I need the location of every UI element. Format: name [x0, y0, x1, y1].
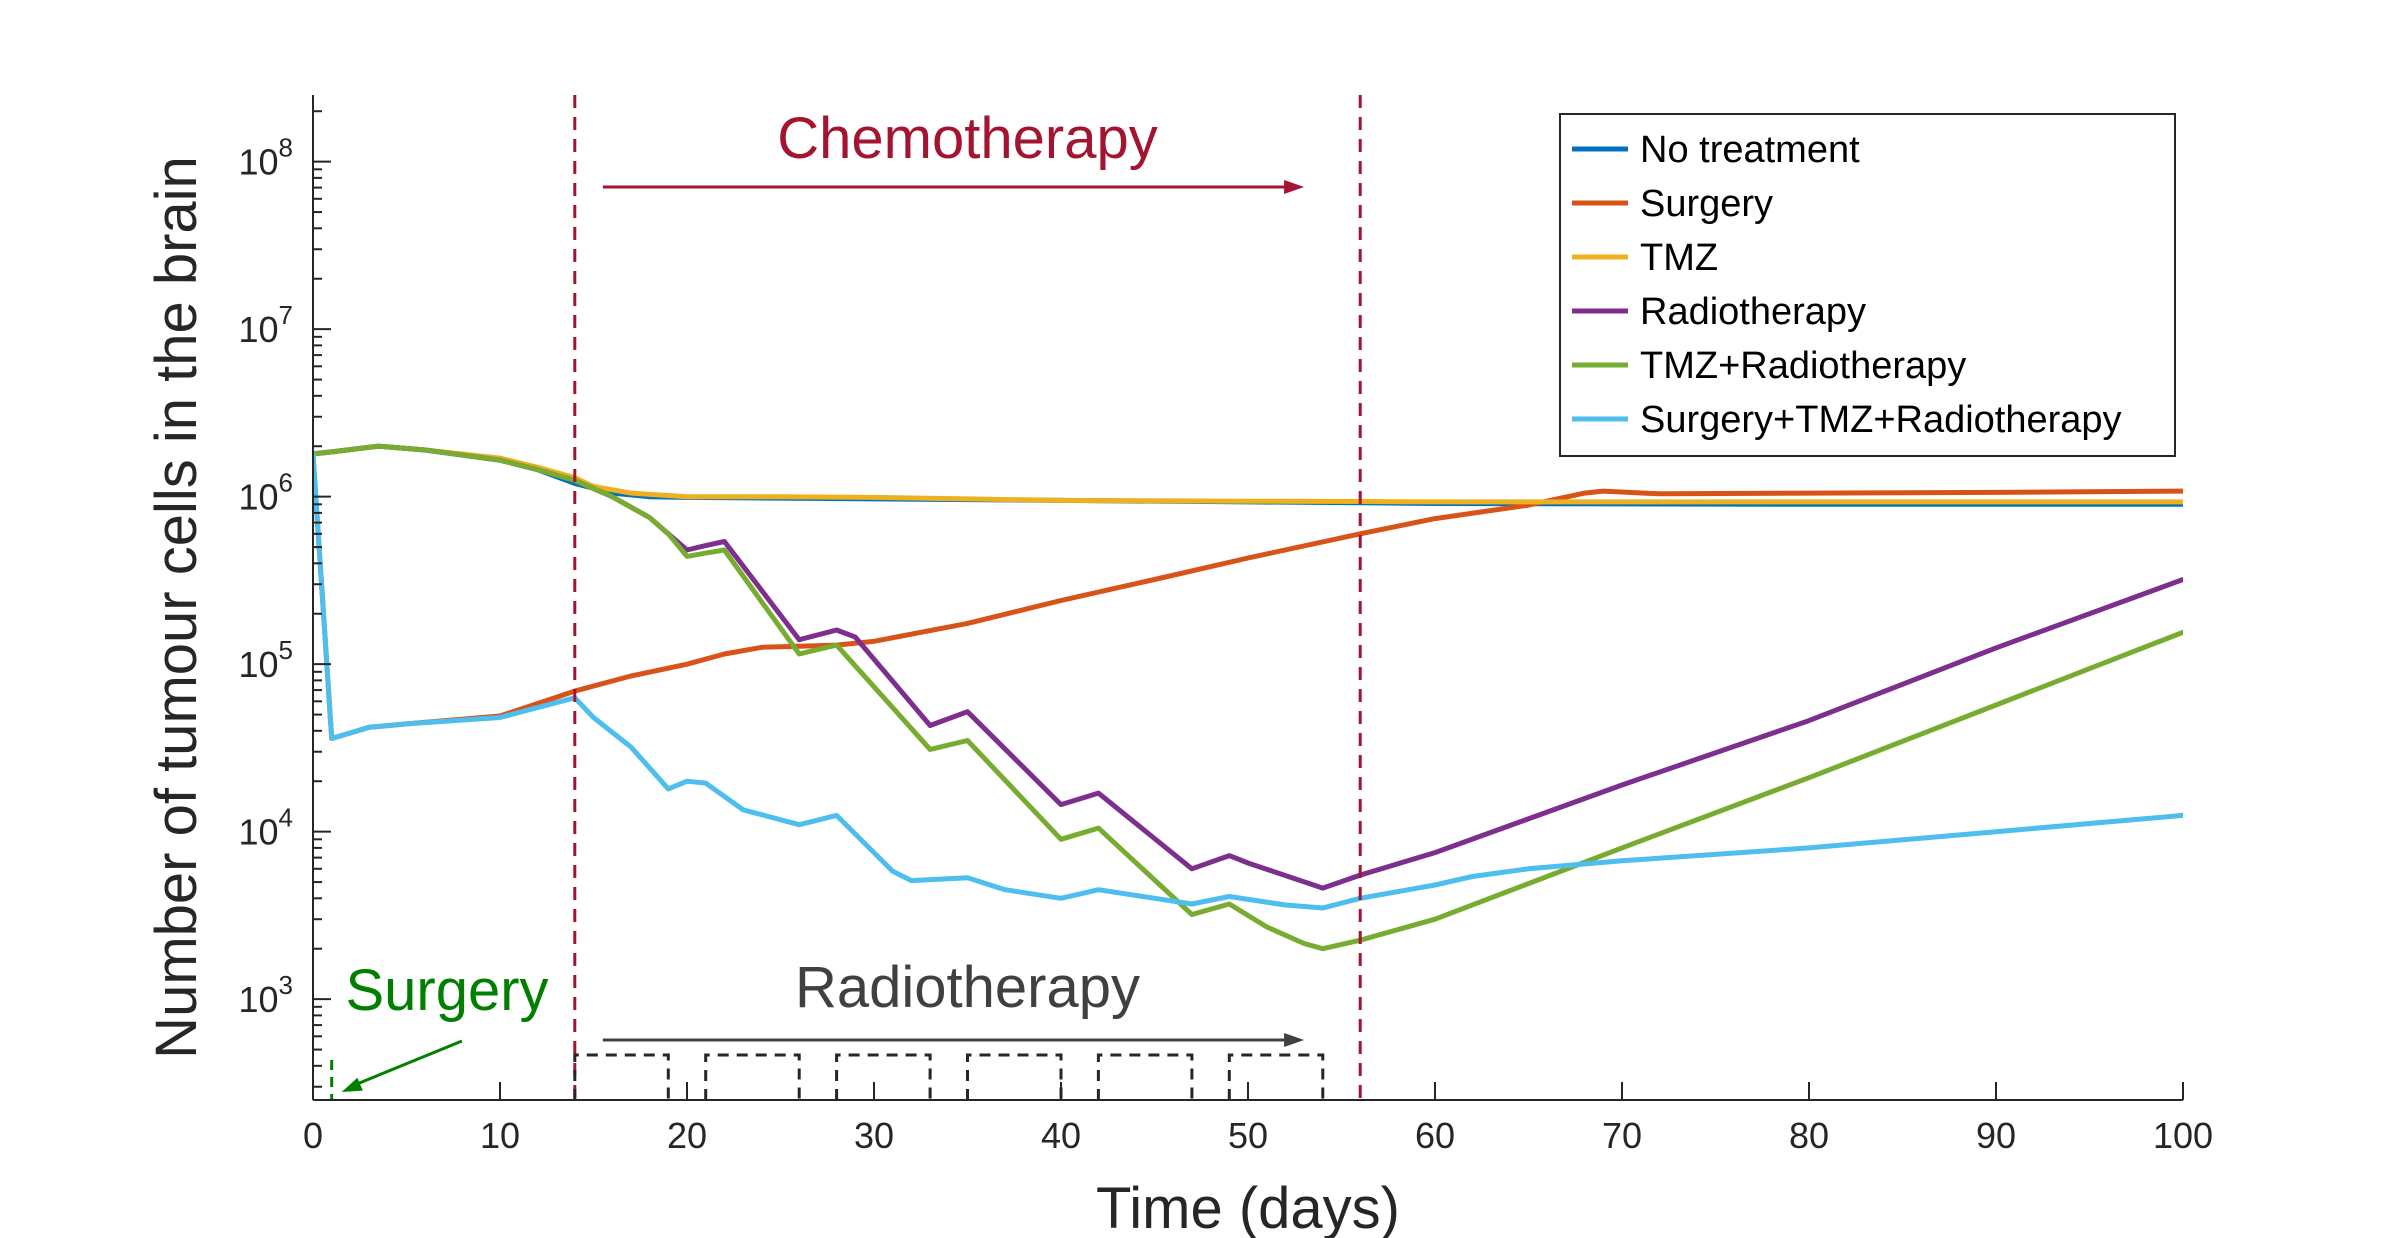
surgery-label: Surgery	[345, 958, 548, 1023]
chemotherapy-label: Chemotherapy	[777, 106, 1157, 171]
y-axis-label: Number of tumour cells in the brain	[144, 156, 209, 1059]
radiotherapy-pulse-4	[966, 1053, 1063, 1100]
legend: No treatment Surgery TMZ Radiotherapy TMZ+Ra…	[1559, 113, 2176, 457]
x-tick-label: 80	[1789, 1115, 1829, 1156]
x-axis-label: Time (days)	[1096, 1176, 1400, 1238]
x-tick-label: 100	[2153, 1115, 2213, 1156]
y-tick-label: 104	[238, 803, 293, 853]
surgery-arrow-head	[341, 1077, 363, 1092]
radiotherapy-pulse-2	[704, 1053, 801, 1100]
chemotherapy-arrow-head	[1284, 180, 1305, 194]
axes: 0 10 20 30 40 50 60 70 80 90 100 103 104 105 106 107 108…	[144, 95, 2213, 1238]
y-tick-label: 103	[238, 970, 293, 1020]
legend-box	[1559, 113, 2176, 457]
x-tick-label: 30	[854, 1115, 894, 1156]
radiotherapy-pulse-6	[1227, 1053, 1325, 1100]
plot-area	[313, 443, 2183, 952]
x-tick-label: 60	[1415, 1115, 1455, 1156]
x-tick-label: 90	[1976, 1115, 2016, 1156]
radiotherapy-arrow-head	[1284, 1033, 1305, 1047]
legend-entry-5: TMZ+Radiotherapy	[1640, 345, 1966, 387]
y-tick-label: 108	[238, 133, 293, 183]
y-tick-label: 105	[238, 635, 293, 685]
legend-entry-4: Radiotherapy	[1640, 291, 1866, 333]
legend-entry-6: Surgery+TMZ+Radiotherapy	[1640, 399, 2122, 441]
x-tick-label: 40	[1041, 1115, 1081, 1156]
treatment-annotations: Chemotherapy Radiotherapy Surgery	[330, 95, 1362, 1100]
x-tick-label: 0	[303, 1115, 323, 1156]
legend-entry-1: No treatment	[1640, 129, 1860, 171]
radiotherapy-pulse-1	[573, 1053, 670, 1100]
series-line-6	[313, 451, 2183, 911]
radiotherapy-label: Radiotherapy	[795, 955, 1140, 1020]
y-tick-label: 107	[238, 300, 293, 350]
x-tick-label: 50	[1228, 1115, 1268, 1156]
series-line-2	[313, 451, 2183, 741]
x-tick-label: 20	[667, 1115, 707, 1156]
x-tick-label: 10	[480, 1115, 520, 1156]
x-tick-label: 70	[1602, 1115, 1642, 1156]
series-line-5	[313, 443, 2183, 952]
legend-entry-2: Surgery	[1640, 183, 1773, 225]
legend-entry-3: TMZ	[1640, 237, 1718, 279]
radiotherapy-pulse-5	[1096, 1053, 1194, 1100]
surgery-arrow-line	[349, 1039, 463, 1089]
radiotherapy-pulse-3	[835, 1053, 932, 1100]
series-line-4	[313, 443, 2183, 891]
y-tick-label: 106	[238, 468, 293, 518]
